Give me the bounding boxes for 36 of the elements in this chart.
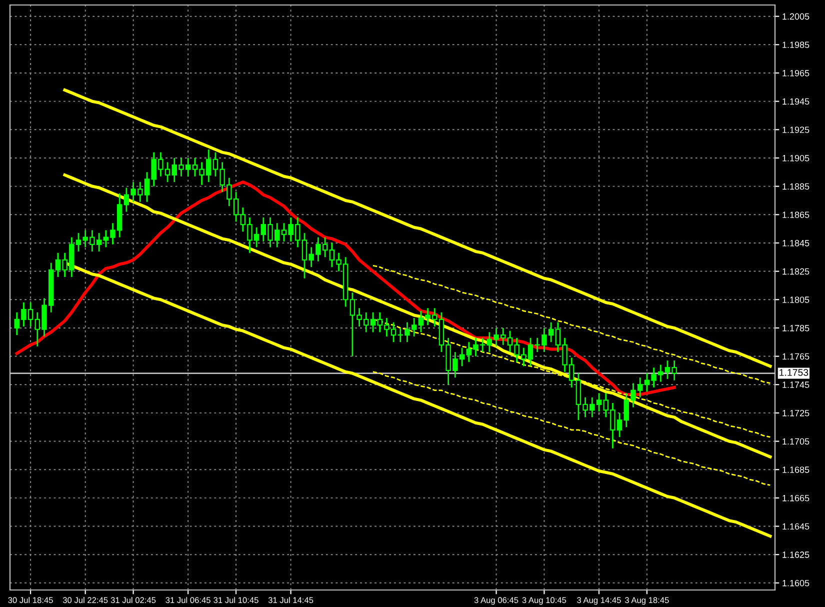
y-tick-label: 1.1905 bbox=[782, 154, 810, 162]
line-series bbox=[372, 371, 771, 486]
y-tick-label: 1.2005 bbox=[782, 13, 810, 20]
x-tick-label: 31 Jul 06:45 bbox=[166, 596, 210, 604]
line-series bbox=[63, 88, 772, 368]
y-tick-label: 1.1825 bbox=[782, 268, 810, 275]
x-tick-label: 30 Jul 18:45 bbox=[8, 596, 53, 604]
x-tick-label: 31 Jul 10:45 bbox=[214, 596, 258, 604]
y-tick-label: 1.1725 bbox=[782, 410, 810, 416]
x-tick-label: 30 Jul 22:45 bbox=[62, 596, 108, 604]
y-tick-label: 1.1805 bbox=[782, 296, 810, 303]
x-tick-label: 3 Aug 06:45 bbox=[474, 597, 518, 605]
y-tick-label: 1.1985 bbox=[782, 42, 810, 48]
y-tick-label: 1.1685 bbox=[782, 466, 810, 473]
y-tick-label: 1.1845 bbox=[782, 240, 810, 246]
y-tick-label: 1.1645 bbox=[782, 523, 810, 530]
x-tick-label: 3 Aug 18:45 bbox=[625, 597, 669, 605]
y-tick-label: 1.1665 bbox=[782, 494, 810, 502]
line-series bbox=[372, 264, 771, 384]
y-tick-label: 1.1945 bbox=[782, 98, 810, 105]
y-tick-label: 1.1925 bbox=[782, 126, 810, 134]
line-series bbox=[63, 173, 772, 458]
x-tick-label: 3 Aug 10:45 bbox=[522, 597, 566, 605]
y-tick-label: 1.1965 bbox=[782, 70, 810, 76]
x-tick-label: 31 Jul 14:45 bbox=[268, 596, 314, 604]
y-tick-label: 1.1885 bbox=[782, 183, 810, 190]
y-tick-label: 1.1605 bbox=[782, 580, 810, 586]
y-tick-label: 1.1625 bbox=[782, 552, 810, 558]
y-tick-label: 1.1705 bbox=[782, 438, 810, 445]
x-tick-label: 31 Jul 02:45 bbox=[110, 596, 156, 604]
y-tick-label: 1.1765 bbox=[782, 353, 810, 360]
y-tick-label: 1.1865 bbox=[782, 212, 810, 218]
ref-line-label: 1.1753 bbox=[780, 369, 808, 376]
y-tick-label: 1.1745 bbox=[782, 382, 810, 388]
x-tick-label: 3 Aug 14:45 bbox=[577, 597, 621, 605]
y-tick-label: 1.1785 bbox=[782, 324, 810, 332]
